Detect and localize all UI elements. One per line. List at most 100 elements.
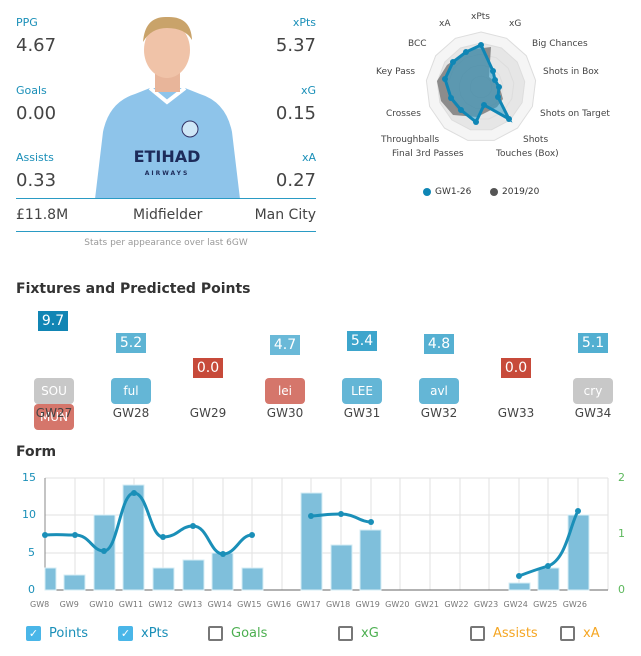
x-tick: GW13 <box>177 600 203 609</box>
legend-dot-icon <box>423 188 431 196</box>
stat-value-ppg: 4.67 <box>16 35 57 56</box>
radar-axis-label: Touches (Box) <box>496 149 559 159</box>
x-tick: GW20 <box>385 600 410 609</box>
radar-axis-label: xG <box>509 19 522 29</box>
x-tick: GW25 <box>533 600 558 609</box>
svg-text:ETIHAD: ETIHAD <box>134 147 201 166</box>
x-tick: GW10 <box>89 600 114 609</box>
checkbox-unchecked-icon[interactable] <box>470 626 485 641</box>
checkbox-xpts[interactable]: ✓ xPts <box>118 626 168 641</box>
radar-chart: xPts xG Big Chances Shots in Box Shots o… <box>360 0 641 210</box>
checkbox-checked-icon[interactable]: ✓ <box>118 626 133 641</box>
fixtures-title: Fixtures and Predicted Points <box>16 281 251 297</box>
radar-axis-label: xA <box>439 19 451 29</box>
y-tick-right: 1 <box>618 527 625 540</box>
radar-axis-label: Key Pass <box>376 67 416 77</box>
x-tick: GW23 <box>473 600 499 609</box>
gameweek-label: GW32 <box>420 406 458 420</box>
legend-2019-20[interactable]: 2019/20 <box>490 187 539 197</box>
checkbox-points[interactable]: ✓ Points <box>26 626 88 641</box>
radar-axis-label: Shots in Box <box>543 67 599 77</box>
checkbox-checked-icon[interactable]: ✓ <box>26 626 41 641</box>
stat-label-xpts: xPts <box>292 16 316 29</box>
predicted-points: 5.1 <box>578 333 608 353</box>
x-tick: GW11 <box>118 600 144 609</box>
y-tick-right: 2 <box>618 471 625 484</box>
stat-label-assists: Assists <box>16 151 54 164</box>
legend-dot-icon <box>490 188 498 196</box>
x-tick: GW12 <box>148 600 173 609</box>
y-tick-left: 5 <box>28 546 35 559</box>
gameweek-label: GW28 <box>112 406 150 420</box>
x-tick: GW16 <box>266 600 292 609</box>
radar-axis-label: Final 3rd Passes <box>392 149 464 159</box>
gameweek-label: GW30 <box>266 406 304 420</box>
radar-axis-label: BCC <box>408 39 427 49</box>
predicted-points: 4.7 <box>270 335 300 355</box>
opponent-badge[interactable]: SOU <box>34 378 74 404</box>
price: £11.8M <box>16 207 69 223</box>
checkbox-goals[interactable]: Goals <box>208 626 267 641</box>
divider <box>16 231 316 232</box>
checkbox-unchecked-icon[interactable] <box>208 626 223 641</box>
predicted-points: 9.7 <box>38 311 68 331</box>
radar-axis-label: Shots on Target <box>540 109 610 119</box>
radar-axis-label: Big Chances <box>532 39 588 49</box>
checkbox-unchecked-icon[interactable] <box>338 626 353 641</box>
x-tick: GW15 <box>237 600 262 609</box>
predicted-points: 5.4 <box>347 331 377 351</box>
stat-label-goals: Goals <box>16 84 47 97</box>
opponent-badge[interactable]: LEE <box>342 378 382 404</box>
gameweek-label: GW34 <box>574 406 612 420</box>
checkbox-xg[interactable]: xG <box>338 626 379 641</box>
checkbox-xa[interactable]: xA <box>560 626 600 641</box>
opponent-badge[interactable]: cry <box>573 378 613 404</box>
stat-label-xg: xG <box>300 84 316 97</box>
opponent-badge[interactable]: ful <box>111 378 151 404</box>
radar-axis-label: Throughballs <box>381 135 440 145</box>
team: Man City <box>254 207 316 223</box>
x-tick: GW21 <box>414 600 440 609</box>
opponent-badge[interactable]: avl <box>419 378 459 404</box>
y-tick-left: 15 <box>22 471 36 484</box>
checkbox-unchecked-icon[interactable] <box>560 626 575 641</box>
stat-value-xpts: 5.37 <box>275 35 316 56</box>
position: Midfielder <box>133 207 203 223</box>
x-tick: GW18 <box>325 600 351 609</box>
x-tick: GW24 <box>503 600 528 609</box>
stat-value-xa: 0.27 <box>275 170 316 191</box>
y-tick-right: 0 <box>618 583 625 596</box>
x-axis-labels: GW8 GW9 GW10 GW11 GW12 GW13 GW14 GW15 GW… <box>30 600 623 609</box>
stat-value-assists: 0.33 <box>16 170 57 191</box>
stat-label-ppg: PPG <box>16 16 38 29</box>
x-tick: GW14 <box>207 600 232 609</box>
gameweek-label: GW27 <box>35 406 73 420</box>
gameweek-label: GW31 <box>343 406 381 420</box>
stat-value-goals: 0.00 <box>16 103 57 124</box>
x-tick: GW17 <box>296 600 321 609</box>
stat-label-xa: xA <box>301 151 316 164</box>
radar-axis-label: xPts <box>471 12 490 22</box>
opponent-badge[interactable]: lei <box>265 378 305 404</box>
form-title: Form <box>16 444 57 460</box>
checkbox-assists[interactable]: Assists <box>470 626 538 641</box>
player-photo: ETIHAD AIRWAYS <box>95 16 240 199</box>
radar-axis-label: Crosses <box>386 109 421 119</box>
x-tick: GW26 <box>562 600 587 609</box>
y-tick-left: 10 <box>22 508 36 521</box>
y-tick-left: 0 <box>28 583 35 596</box>
form-chart <box>42 477 609 591</box>
svg-text:AIRWAYS: AIRWAYS <box>145 170 190 177</box>
predicted-points: 0.0 <box>193 358 223 378</box>
stat-value-xg: 0.15 <box>275 103 316 124</box>
x-tick: GW22 <box>444 600 469 609</box>
legend-gw1-26[interactable]: GW1-26 <box>423 187 471 197</box>
opponent-badge[interactable]: MUN <box>34 404 74 430</box>
x-tick: GW8 <box>30 600 50 609</box>
divider <box>16 198 316 199</box>
stats-note: Stats per appearance over last 6GW <box>84 238 248 248</box>
predicted-points: 0.0 <box>501 358 531 378</box>
predicted-points: 4.8 <box>424 334 454 354</box>
gameweek-label: GW29 <box>189 406 227 420</box>
radar-axis-label: Shots <box>523 135 549 145</box>
